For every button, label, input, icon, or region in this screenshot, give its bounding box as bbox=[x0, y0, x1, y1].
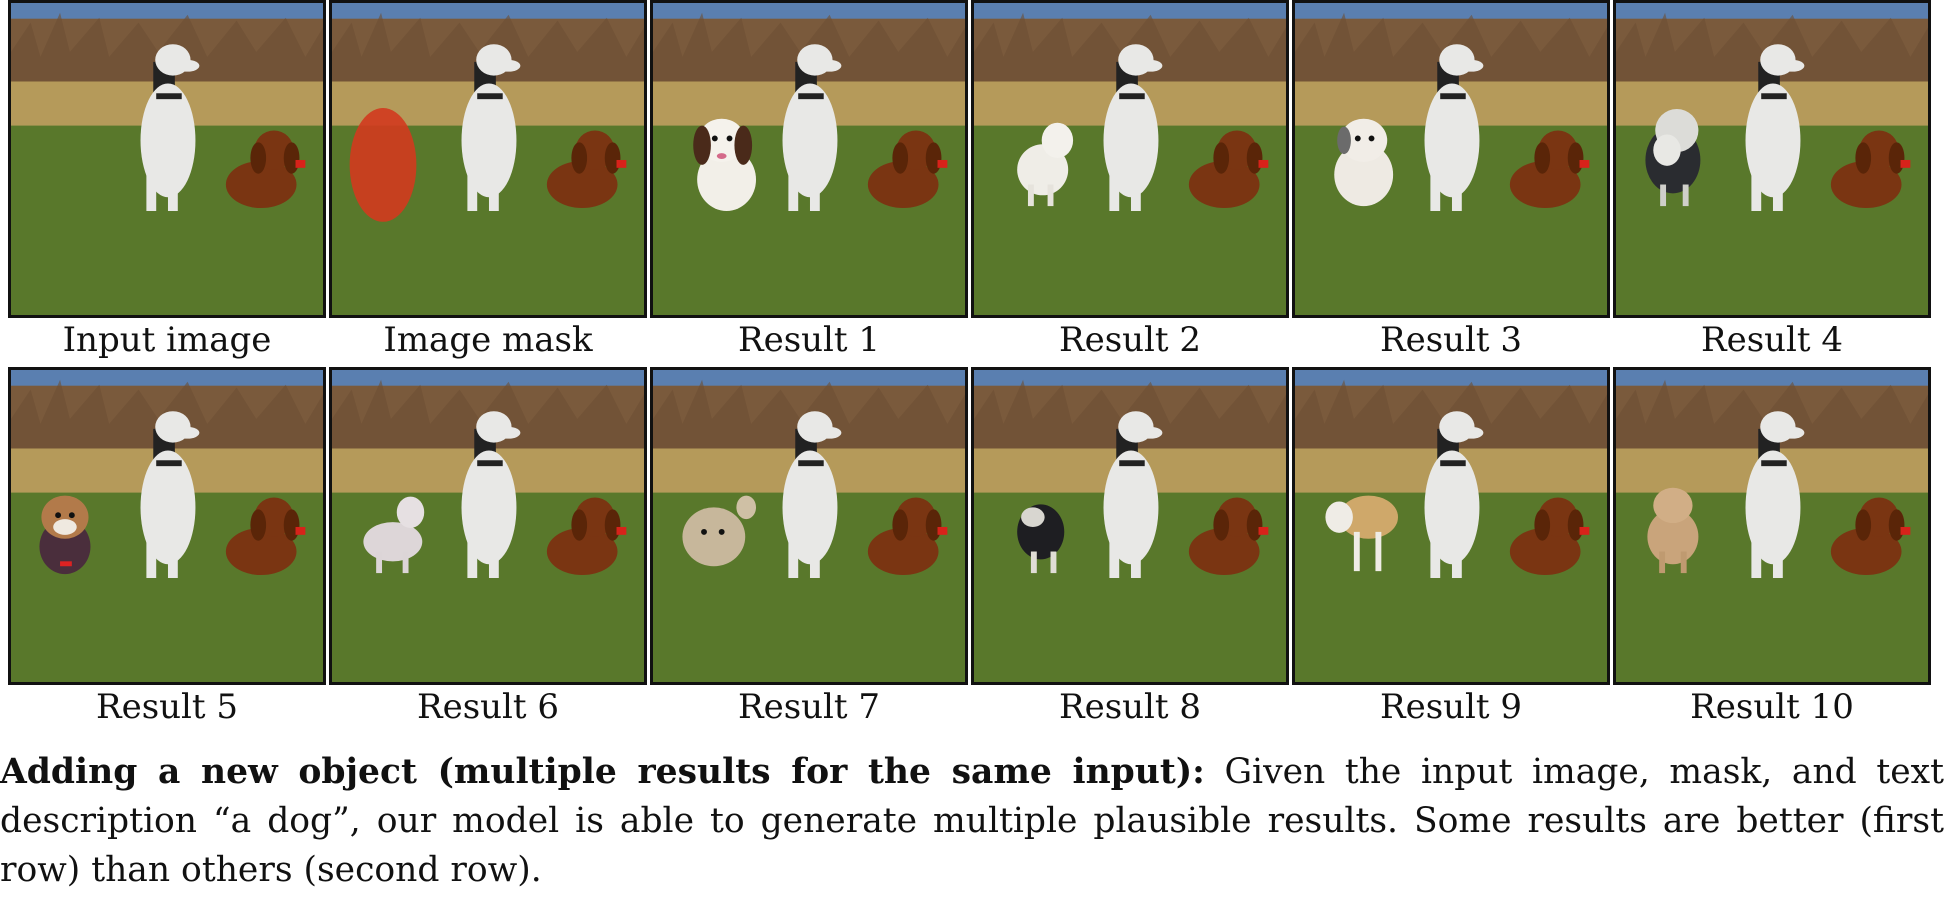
panel-label: Result 3 bbox=[1379, 320, 1523, 360]
panel-image bbox=[650, 0, 968, 318]
figure-panel: Result 10 bbox=[1613, 367, 1931, 729]
panel-label: Result 7 bbox=[737, 687, 881, 727]
panel-image bbox=[329, 367, 647, 685]
panel-label: Input image bbox=[62, 320, 272, 360]
panel-image bbox=[1613, 367, 1931, 685]
figure-panel: Result 4 bbox=[1613, 0, 1931, 362]
figure-caption: Adding a new object (multiple results fo… bbox=[0, 748, 1944, 895]
panel-label: Result 4 bbox=[1700, 320, 1844, 360]
panel-image bbox=[1292, 0, 1610, 318]
figure-panel: Result 2 bbox=[971, 0, 1289, 362]
caption-title: Adding a new object (multiple results fo… bbox=[0, 752, 1205, 792]
panel-label: Result 2 bbox=[1058, 320, 1202, 360]
panel-label: Image mask bbox=[383, 320, 593, 360]
caption-text: Given the input image, mask, and text de… bbox=[0, 752, 1944, 890]
panel-image bbox=[8, 0, 326, 318]
figure-panel: Result 8 bbox=[971, 367, 1289, 729]
panel-image bbox=[1613, 0, 1931, 318]
figure-panel: Input image bbox=[8, 0, 326, 362]
panel-image bbox=[329, 0, 647, 318]
panel-label: Result 6 bbox=[416, 687, 560, 727]
panel-label: Result 1 bbox=[737, 320, 881, 360]
panel-image bbox=[8, 367, 326, 685]
panel-label: Result 10 bbox=[1690, 687, 1854, 727]
panel-image bbox=[1292, 367, 1610, 685]
figure-grid: Input image Image mask Result 1 Result 2 Res… bbox=[8, 0, 1936, 729]
figure-panel: Result 9 bbox=[1292, 367, 1610, 729]
figure-row-1: Input image Image mask Result 1 Result 2 Res… bbox=[8, 0, 1936, 362]
figure-panel: Image mask bbox=[329, 0, 647, 362]
panel-image bbox=[971, 367, 1289, 685]
figure-panel: Result 3 bbox=[1292, 0, 1610, 362]
panel-image bbox=[971, 0, 1289, 318]
panel-label: Result 8 bbox=[1058, 687, 1202, 727]
figure-panel: Result 1 bbox=[650, 0, 968, 362]
panel-image bbox=[650, 367, 968, 685]
figure-panel: Result 6 bbox=[329, 367, 647, 729]
panel-label: Result 5 bbox=[95, 687, 239, 727]
figure-panel: Result 7 bbox=[650, 367, 968, 729]
panel-label: Result 9 bbox=[1379, 687, 1523, 727]
figure-panel: Result 5 bbox=[8, 367, 326, 729]
figure-row-2: Result 5 Result 6 Result 7 Result 8 Result 9… bbox=[8, 367, 1936, 729]
